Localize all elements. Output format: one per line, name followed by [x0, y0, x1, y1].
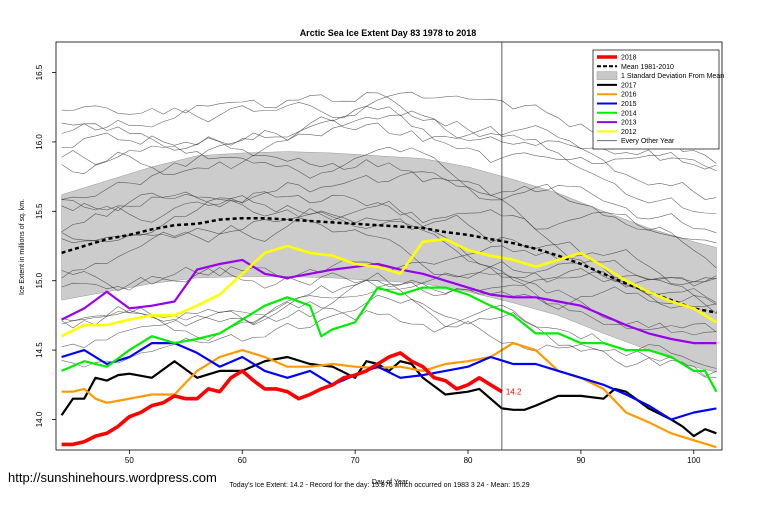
legend-box	[592, 49, 720, 150]
every-other-year-line	[61, 266, 717, 336]
y-tick-label: 16.0	[35, 134, 44, 150]
x-tick-label: 50	[125, 456, 134, 465]
x-tick-label: 90	[576, 456, 585, 465]
x-tick-label: 70	[351, 456, 360, 465]
std-deviation-band	[61, 151, 717, 373]
source-url: http://sunshinehours.wordpress.com	[8, 470, 217, 485]
series-2016	[61, 342, 717, 449]
every-other-year-line	[61, 114, 717, 170]
series-2012	[61, 237, 718, 338]
every-other-year-line	[61, 211, 717, 333]
every-other-year-line	[61, 217, 717, 314]
every-other-year-line	[61, 279, 717, 329]
series-2017	[60, 355, 717, 438]
every-other-year-line	[61, 105, 717, 200]
series-2015	[61, 342, 717, 421]
series-layer	[60, 216, 718, 449]
legend-label: 1 Standard Deviation From Mean	[621, 73, 724, 80]
std-band-layer	[61, 151, 717, 373]
y-tick-label: 16.5	[35, 64, 44, 80]
every-other-year-line	[61, 171, 717, 234]
every-other-year-line	[61, 195, 717, 287]
current-value-label: 14.2	[506, 388, 522, 397]
x-tick-label: 80	[464, 456, 473, 465]
legend-swatch	[596, 71, 618, 80]
y-tick-label: 15.5	[35, 203, 44, 219]
x-tick-label: 100	[687, 456, 701, 465]
series-mean-1981-2010	[61, 216, 717, 314]
legend-label: 2016	[621, 92, 637, 99]
axes: 50 60 70 80 90 100 14.0 14.5 15.0 15.5 16.0 16.5 14.…	[35, 41, 723, 465]
series-2013	[61, 258, 717, 345]
every-other-year-line	[61, 119, 717, 214]
legend-label: 2013	[621, 120, 637, 127]
legend: 2018 Mean 1981-2010 1 Standard Deviation F…	[592, 49, 724, 150]
every-other-year-line	[61, 145, 717, 244]
legend-label: 2018	[621, 55, 637, 62]
y-tick-label: 14.5	[35, 342, 44, 358]
legend-label: 2012	[621, 129, 637, 136]
legend-label: 2015	[621, 101, 637, 108]
y-axis-label: Ice Extent in millions of sq. km.	[19, 199, 26, 295]
series-2014	[61, 286, 718, 393]
legend-label: 2014	[621, 110, 637, 117]
x-axis-label: Day of Year	[372, 479, 409, 486]
every-other-year-line	[61, 191, 717, 303]
legend-label: 2017	[621, 82, 637, 89]
every-other-year-line	[61, 150, 717, 269]
y-tick-label: 14.0	[35, 411, 44, 427]
every-other-year-line	[61, 92, 717, 171]
series-2018	[61, 351, 503, 447]
chart-title: Arctic Sea Ice Extent Day 83 1978 to 201…	[300, 28, 477, 38]
every-other-year-line	[61, 266, 717, 341]
x-tick-label: 60	[238, 456, 247, 465]
legend-label: Mean 1981-2010	[621, 64, 674, 71]
footer-note: Today's Ice Extent: 14.2 - Record for th…	[229, 482, 530, 489]
every-other-year-line	[61, 301, 717, 377]
y-tick-label: 15.0	[35, 272, 44, 288]
legend-label: Every Other Year	[621, 138, 675, 145]
plot-frame	[55, 41, 723, 451]
